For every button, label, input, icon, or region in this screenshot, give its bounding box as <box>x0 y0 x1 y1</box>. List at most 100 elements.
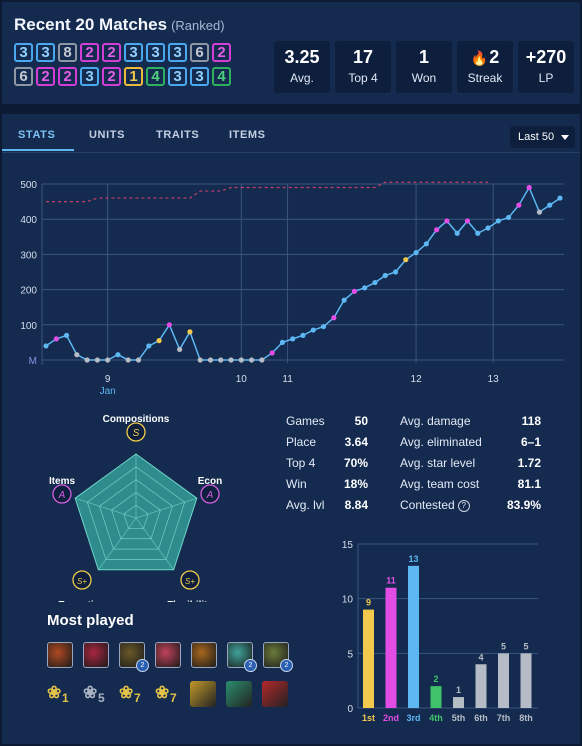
lp-point[interactable] <box>403 257 409 263</box>
champion-portrait-icon[interactable]: 2 <box>263 642 293 672</box>
lp-point[interactable] <box>475 230 481 236</box>
placement-bar[interactable] <box>520 653 532 708</box>
lp-point[interactable] <box>320 323 327 330</box>
lp-point[interactable] <box>362 285 368 291</box>
lp-point[interactable] <box>187 329 193 335</box>
champion-portrait-icon[interactable] <box>191 642 217 668</box>
lp-point[interactable] <box>506 214 512 221</box>
placement-bar[interactable] <box>385 587 397 708</box>
lp-point[interactable] <box>557 195 563 201</box>
help-icon[interactable]: ? <box>457 500 470 512</box>
lp-point[interactable] <box>495 218 501 224</box>
placement-box[interactable]: 2 <box>102 43 121 62</box>
trait-icon[interactable]: ❀ 1 <box>47 681 71 705</box>
lp-point[interactable] <box>269 350 275 356</box>
lp-point[interactable] <box>135 357 142 363</box>
placement-bar[interactable] <box>430 686 442 708</box>
lp-point[interactable] <box>63 332 70 338</box>
placement-box[interactable]: 2 <box>36 67 55 86</box>
lp-point[interactable] <box>279 339 286 345</box>
lp-point[interactable] <box>290 336 296 342</box>
lp-point[interactable] <box>53 336 59 342</box>
tab-items[interactable]: ITEMS <box>229 129 266 141</box>
lp-point[interactable] <box>372 279 378 286</box>
placement-box[interactable]: 4 <box>146 67 165 86</box>
champion-portrait-icon[interactable]: 2 <box>119 642 149 672</box>
placement-box[interactable]: 2 <box>102 67 121 86</box>
trait-icon[interactable]: ❀ 5 <box>83 681 107 705</box>
placement-box[interactable]: 1 <box>124 67 143 86</box>
lp-point[interactable] <box>177 346 183 353</box>
placement-box[interactable]: 2 <box>58 67 77 86</box>
placement-box[interactable]: 6 <box>190 43 209 62</box>
lp-point[interactable] <box>423 241 429 247</box>
lp-point[interactable] <box>300 332 306 338</box>
trait-icon[interactable]: ❀ 7 <box>119 681 143 705</box>
lp-point[interactable] <box>464 218 471 224</box>
lp-point[interactable] <box>526 184 532 191</box>
lp-point[interactable] <box>351 288 357 294</box>
lp-point[interactable] <box>536 209 543 215</box>
placement-bar[interactable] <box>475 664 487 708</box>
lp-point[interactable] <box>516 202 522 208</box>
lp-point[interactable] <box>84 357 90 363</box>
placement-box[interactable]: 6 <box>14 67 33 86</box>
lp-point[interactable] <box>454 230 460 236</box>
placement-box[interactable]: 3 <box>168 43 187 62</box>
placement-box[interactable]: 4 <box>212 67 231 86</box>
tab-units[interactable]: UNITS <box>89 129 125 141</box>
lp-point[interactable] <box>156 338 162 344</box>
item-icon[interactable] <box>226 681 252 707</box>
champion-portrait-icon[interactable]: 2 <box>227 642 257 672</box>
lp-point[interactable] <box>238 357 244 363</box>
lp-point[interactable] <box>228 357 234 363</box>
lp-point[interactable] <box>331 315 337 321</box>
lp-point[interactable] <box>218 357 224 363</box>
lp-point[interactable] <box>115 352 121 358</box>
lp-point[interactable] <box>74 352 80 358</box>
placement-bar[interactable] <box>363 609 374 708</box>
champion-portrait-icon[interactable] <box>47 642 73 668</box>
lp-point[interactable] <box>259 357 265 363</box>
placement-box[interactable]: 3 <box>168 67 187 86</box>
placement-box[interactable]: 3 <box>190 67 209 86</box>
lp-point[interactable] <box>444 218 450 224</box>
placement-bar[interactable] <box>408 565 419 708</box>
lp-point[interactable] <box>94 357 100 363</box>
placement-bar[interactable] <box>498 653 509 708</box>
item-icon[interactable] <box>262 681 288 707</box>
champion-portrait-icon[interactable] <box>83 642 109 668</box>
lp-point[interactable] <box>382 272 388 279</box>
lp-point[interactable] <box>166 322 172 328</box>
tab-traits[interactable]: TRAITS <box>156 129 200 141</box>
lp-point[interactable] <box>485 225 491 231</box>
placement-box[interactable]: 2 <box>80 43 99 62</box>
lp-point[interactable] <box>207 357 214 363</box>
lp-point[interactable] <box>249 357 255 363</box>
lp-point[interactable] <box>43 343 49 349</box>
placement-box[interactable]: 8 <box>58 43 77 62</box>
lp-point[interactable] <box>105 357 111 363</box>
placement-box[interactable]: 3 <box>146 43 165 62</box>
won-label: Won <box>411 71 437 85</box>
placement-box[interactable]: 3 <box>14 43 33 62</box>
champion-portrait-icon[interactable] <box>155 642 181 668</box>
placement-box[interactable]: 3 <box>124 43 143 62</box>
lp-point[interactable] <box>125 357 131 363</box>
placement-box[interactable]: 3 <box>80 67 99 86</box>
lp-point[interactable] <box>146 343 152 349</box>
placement-bar[interactable] <box>453 697 464 708</box>
lp-point[interactable] <box>341 297 347 303</box>
tab-stats[interactable]: STATS <box>18 129 56 141</box>
lp-point[interactable] <box>547 202 553 208</box>
match-range-dropdown[interactable]: Last 50 <box>510 126 575 148</box>
lp-point[interactable] <box>413 250 419 256</box>
item-icon[interactable] <box>190 681 216 707</box>
placement-box[interactable]: 3 <box>36 43 55 62</box>
placement-box[interactable]: 2 <box>212 43 231 62</box>
trait-icon[interactable]: ❀ 7 <box>155 681 179 705</box>
lp-point[interactable] <box>392 269 399 275</box>
lp-point[interactable] <box>310 327 316 333</box>
lp-point[interactable] <box>434 227 440 233</box>
lp-point[interactable] <box>197 357 203 363</box>
